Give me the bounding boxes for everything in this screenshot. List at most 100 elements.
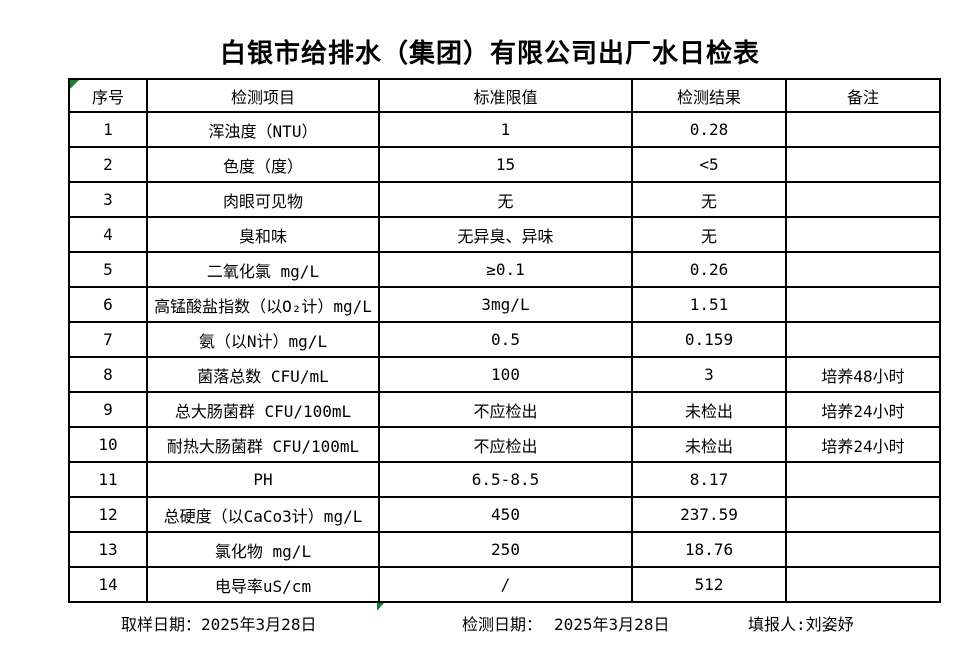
test-date-value: 2025年3月28日 bbox=[554, 615, 670, 634]
table-row: 12 总硬度（以CaCo3计）mg/L 450 237.59 bbox=[68, 496, 941, 533]
cell-item: 臭和味 bbox=[146, 216, 380, 253]
column-header-standard: 标准限值 bbox=[378, 78, 633, 113]
daily-inspection-table: 序号 检测项目 标准限值 检测结果 备注 1 浑浊度（NTU） 1 0.28 2… bbox=[68, 78, 941, 603]
reporter: 填报人:刘姿妤 bbox=[748, 611, 854, 635]
cell-standard: / bbox=[378, 566, 633, 603]
cell-item: 色度（度） bbox=[146, 146, 380, 183]
cell-item: 氨（以N计）mg/L bbox=[146, 321, 380, 358]
cell-remark: 培养24小时 bbox=[785, 391, 941, 428]
cell-remark bbox=[785, 531, 941, 568]
cell-no: 11 bbox=[68, 461, 148, 498]
cell-result: 0.159 bbox=[631, 321, 787, 358]
table-row: 7 氨（以N计）mg/L 0.5 0.159 bbox=[68, 321, 941, 358]
cell-item: 氯化物 mg/L bbox=[146, 531, 380, 568]
cell-item: 肉眼可见物 bbox=[146, 181, 380, 218]
sampling-date-label: 取样日期： bbox=[121, 615, 202, 634]
cell-result: 1.51 bbox=[631, 286, 787, 323]
cell-item: 浑浊度（NTU） bbox=[146, 111, 380, 148]
cell-remark bbox=[785, 321, 941, 358]
cell-result: 0.26 bbox=[631, 251, 787, 288]
cell-standard: 100 bbox=[378, 356, 633, 393]
column-header-no: 序号 bbox=[68, 78, 148, 113]
cell-remark bbox=[785, 146, 941, 183]
cell-standard: 不应检出 bbox=[378, 426, 633, 463]
column-header-remark: 备注 bbox=[785, 78, 941, 113]
cell-remark: 培养24小时 bbox=[785, 426, 941, 463]
cell-remark bbox=[785, 461, 941, 498]
cell-item: 电导率uS/cm bbox=[146, 566, 380, 603]
cell-remark bbox=[785, 496, 941, 533]
page-title: 白银市给排水（集团）有限公司出厂水日检表 bbox=[219, 39, 760, 69]
table-row: 9 总大肠菌群 CFU/100mL 不应检出 未检出 培养24小时 bbox=[68, 391, 941, 428]
cell-result: 未检出 bbox=[631, 426, 787, 463]
footer: 取样日期：2025年3月28日 检测日期： 2025年3月28日 填报人:刘姿妤 bbox=[0, 611, 980, 637]
cell-corner-marker-icon bbox=[71, 81, 79, 89]
cell-standard: 250 bbox=[378, 531, 633, 568]
cell-no: 4 bbox=[68, 216, 148, 253]
cell-no: 6 bbox=[68, 286, 148, 323]
table-row: 2 色度（度） 15 <5 bbox=[68, 146, 941, 183]
sheet-bottom-marker-icon bbox=[377, 603, 384, 611]
cell-standard: 无 bbox=[378, 181, 633, 218]
cell-item: 总大肠菌群 CFU/100mL bbox=[146, 391, 380, 428]
cell-no: 5 bbox=[68, 251, 148, 288]
reporter-name: 刘姿妤 bbox=[805, 615, 854, 634]
cell-result: 无 bbox=[631, 181, 787, 218]
table-row: 13 氯化物 mg/L 250 18.76 bbox=[68, 531, 941, 568]
cell-result: 512 bbox=[631, 566, 787, 603]
cell-standard: 1 bbox=[378, 111, 633, 148]
header-row: 序号 检测项目 标准限值 检测结果 备注 bbox=[68, 78, 941, 113]
table-body: 1 浑浊度（NTU） 1 0.28 2 色度（度） 15 <5 3 肉眼可见物 … bbox=[68, 111, 941, 603]
column-header-result: 检测结果 bbox=[631, 78, 787, 113]
cell-remark bbox=[785, 216, 941, 253]
table-row: 6 高锰酸盐指数（以O₂计）mg/L 3mg/L 1.51 bbox=[68, 286, 941, 323]
cell-item: 总硬度（以CaCo3计）mg/L bbox=[146, 496, 380, 533]
table-row: 4 臭和味 无异臭、异味 无 bbox=[68, 216, 941, 253]
reporter-label: 填报人: bbox=[748, 615, 806, 634]
cell-no: 1 bbox=[68, 111, 148, 148]
table-row: 5 二氧化氯 mg/L ≥0.1 0.26 bbox=[68, 251, 941, 288]
cell-item: PH bbox=[146, 461, 380, 498]
cell-remark bbox=[785, 286, 941, 323]
test-date: 检测日期： 2025年3月28日 bbox=[462, 611, 669, 635]
cell-no: 7 bbox=[68, 321, 148, 358]
cell-result: 18.76 bbox=[631, 531, 787, 568]
cell-standard: 0.5 bbox=[378, 321, 633, 358]
column-header-no-label: 序号 bbox=[91, 87, 124, 107]
cell-standard: 15 bbox=[378, 146, 633, 183]
cell-standard: 无异臭、异味 bbox=[378, 216, 633, 253]
cell-no: 3 bbox=[68, 181, 148, 218]
cell-no: 13 bbox=[68, 531, 148, 568]
cell-remark bbox=[785, 181, 941, 218]
cell-no: 12 bbox=[68, 496, 148, 533]
cell-result: 237.59 bbox=[631, 496, 787, 533]
cell-result: 3 bbox=[631, 356, 787, 393]
table-row: 14 电导率uS/cm / 512 bbox=[68, 566, 941, 603]
cell-item: 耐热大肠菌群 CFU/100mL bbox=[146, 426, 380, 463]
table-container: 序号 检测项目 标准限值 检测结果 备注 1 浑浊度（NTU） 1 0.28 2… bbox=[68, 78, 941, 611]
test-date-label: 检测日期： bbox=[462, 615, 543, 634]
sampling-date: 取样日期：2025年3月28日 bbox=[121, 611, 316, 635]
cell-no: 14 bbox=[68, 566, 148, 603]
cell-result: 8.17 bbox=[631, 461, 787, 498]
table-row: 1 浑浊度（NTU） 1 0.28 bbox=[68, 111, 941, 148]
table-row: 8 菌落总数 CFU/mL 100 3 培养48小时 bbox=[68, 356, 941, 393]
table-row: 3 肉眼可见物 无 无 bbox=[68, 181, 941, 218]
sampling-date-value: 2025年3月28日 bbox=[201, 615, 317, 634]
cell-result: 0.28 bbox=[631, 111, 787, 148]
cell-no: 8 bbox=[68, 356, 148, 393]
cell-result: 无 bbox=[631, 216, 787, 253]
cell-item: 菌落总数 CFU/mL bbox=[146, 356, 380, 393]
cell-standard: 6.5-8.5 bbox=[378, 461, 633, 498]
cell-item: 二氧化氯 mg/L bbox=[146, 251, 380, 288]
cell-standard: ≥0.1 bbox=[378, 251, 633, 288]
cell-item: 高锰酸盐指数（以O₂计）mg/L bbox=[146, 286, 380, 323]
cell-standard: 不应检出 bbox=[378, 391, 633, 428]
cell-standard: 3mg/L bbox=[378, 286, 633, 323]
table-row: 11 PH 6.5-8.5 8.17 bbox=[68, 461, 941, 498]
cell-remark: 培养48小时 bbox=[785, 356, 941, 393]
cell-no: 2 bbox=[68, 146, 148, 183]
cell-result: <5 bbox=[631, 146, 787, 183]
cell-no: 9 bbox=[68, 391, 148, 428]
column-header-item: 检测项目 bbox=[146, 78, 380, 113]
